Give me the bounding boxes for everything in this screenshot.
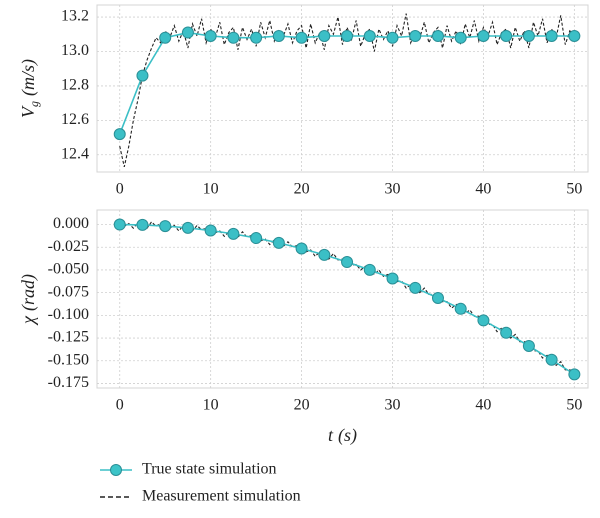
true-state-marker (113, 218, 126, 231)
x-tick-label: 50 (566, 397, 582, 414)
y-tick-label: -0.150 (48, 351, 89, 368)
true-state-marker (477, 29, 490, 42)
y-tick-label: 13.0 (61, 42, 89, 59)
true-state-marker (204, 29, 217, 42)
true-state-marker (522, 339, 535, 352)
true-state-marker (500, 326, 513, 339)
true-state-marker (272, 236, 285, 249)
x-label-unit: (s) (338, 425, 357, 446)
true-state-marker (341, 256, 354, 269)
y-tick-label: 13.2 (61, 8, 89, 25)
measurement-line (119, 220, 575, 373)
true-state-marker (318, 29, 331, 42)
plot-frame (96, 209, 589, 389)
y-tick-label: -0.125 (48, 329, 89, 346)
y-tick-label: 12.6 (61, 111, 89, 128)
true-state-marker (409, 281, 422, 294)
true-state-marker (181, 26, 194, 39)
x-tick-label: 30 (385, 397, 401, 414)
true-state-marker (295, 242, 308, 255)
y-label-symbol: V (18, 105, 38, 118)
true-state-marker (568, 29, 581, 42)
x-tick-label: 0 (116, 181, 124, 198)
y-tick-label: -0.025 (48, 238, 89, 255)
true-state-marker (431, 292, 444, 305)
true-state-marker (431, 29, 444, 42)
y-label-unit: (m/s) (18, 59, 39, 96)
y-tick-label: -0.100 (48, 306, 89, 323)
true-state-marker (363, 29, 376, 42)
true-state-marker (136, 69, 149, 82)
true-state-marker (227, 31, 240, 44)
x-tick-label: 0 (116, 397, 124, 414)
x-tick-label: 20 (294, 397, 310, 414)
y-tick-label: 12.8 (61, 77, 89, 94)
y-tick-label: -0.050 (48, 261, 89, 278)
true-state-marker (545, 353, 558, 366)
true-state-marker (454, 302, 467, 315)
true-state-marker (318, 248, 331, 261)
true-state-marker (409, 29, 422, 42)
true-state-marker (386, 31, 399, 44)
y-label-symbol: χ (18, 315, 38, 326)
x-tick-label: 10 (203, 397, 219, 414)
true-state-marker (227, 227, 240, 240)
true-state-marker (250, 31, 263, 44)
legend-label: True state simulation (142, 461, 277, 478)
x-tick-label: 10 (203, 181, 219, 198)
true-state-marker (181, 221, 194, 234)
true-state-marker (545, 29, 558, 42)
x-tick-label: 30 (385, 181, 401, 198)
x-tick-label: 40 (475, 397, 491, 414)
true-state-marker (386, 272, 399, 285)
x-axis-label: t (s) (328, 425, 357, 446)
true-state-marker (454, 31, 467, 44)
x-label-symbol: t (328, 425, 334, 445)
true-state-marker (136, 218, 149, 231)
true-state-marker (341, 29, 354, 42)
true-state-marker (522, 29, 535, 42)
y-tick-label: -0.175 (48, 374, 89, 391)
true-state-marker (500, 29, 513, 42)
plot-frame (96, 4, 589, 173)
x-tick-label: 20 (294, 181, 310, 198)
true-state-marker (204, 224, 217, 237)
true-state-marker (568, 368, 581, 381)
true-state-marker (272, 29, 285, 42)
y-tick-label: 0.000 (53, 215, 89, 232)
y-tick-label: -0.075 (48, 283, 89, 300)
y-tick-label: 12.4 (61, 145, 89, 162)
y-axis-label: χ (rad) (18, 274, 39, 326)
true-state-marker (159, 31, 172, 44)
legend-label: Measurement simulation (142, 488, 301, 505)
true-state-marker (113, 128, 126, 141)
legend: True state simulation Measurement simula… (100, 461, 301, 505)
y-label-unit: (rad) (18, 274, 39, 311)
y-axis-label: Vg (m/s) (18, 59, 41, 118)
true-state-marker (363, 263, 376, 276)
true-state-marker (250, 232, 263, 245)
true-state-marker (159, 220, 172, 233)
y-label-subscript: g (27, 101, 41, 107)
true-state-marker (295, 31, 308, 44)
true-state-marker (477, 314, 490, 327)
subplot: 0 10 20 30 40 50 0.000 -0.025 -0.050 -0.075 -0.100… (18, 209, 589, 446)
x-tick-label: 50 (566, 181, 582, 198)
subplot: 0 10 20 30 40 50 12.4 12.6 12.8 13.0 13.2 Vg (m/s) (18, 4, 589, 198)
legend-marker (110, 464, 122, 476)
x-tick-label: 40 (475, 181, 491, 198)
